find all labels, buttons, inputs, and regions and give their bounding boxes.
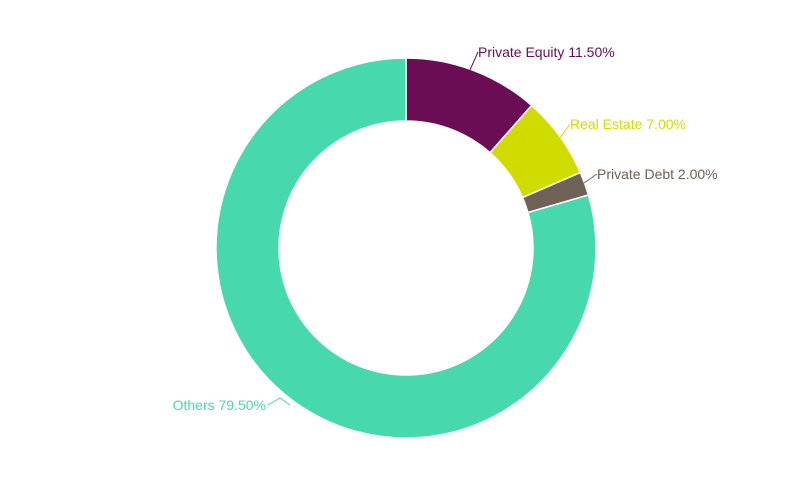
slice-label: Private Equity 11.50% [478,44,615,60]
label-connector-line [267,397,291,406]
donut-slice-others[interactable] [215,57,597,439]
label-connector-line [469,51,479,71]
slice-label: Real Estate 7.00% [570,116,686,132]
label-connector-line [583,173,598,184]
slice-label: Others 79.50% [173,397,266,413]
label-connector-line [559,123,571,139]
slice-label: Private Debt 2.00% [597,166,718,182]
